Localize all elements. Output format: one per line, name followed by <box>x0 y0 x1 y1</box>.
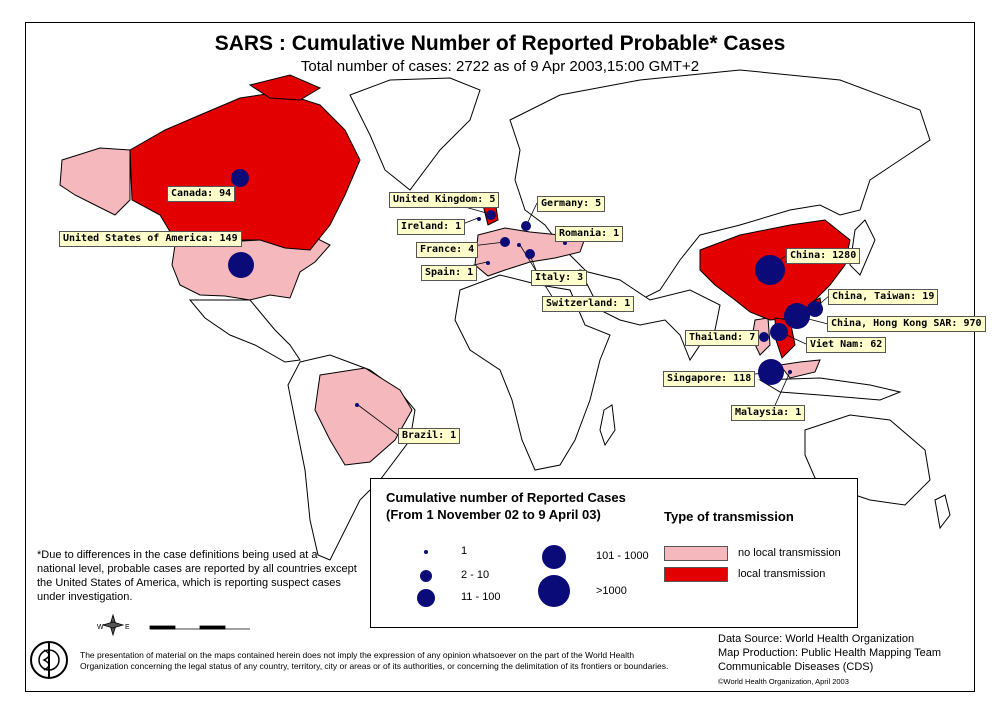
svg-text:W: W <box>97 624 104 631</box>
bubble-malaysia <box>788 370 792 374</box>
label-switzerland: Switzerland: 1 <box>542 296 635 312</box>
source-line-3: Communicable Diseases (CDS) <box>718 661 874 673</box>
source-line-1: Data Source: World Health Organization <box>718 633 915 645</box>
bubble-taiwan <box>807 301 823 317</box>
bubble-switzerland <box>517 243 521 247</box>
svg-text:E: E <box>125 624 130 631</box>
label-hongkong: China, Hong Kong SAR: 970 <box>827 316 986 332</box>
madagascar-land <box>599 404 616 447</box>
local-label: local transmission <box>738 568 826 580</box>
label-china: China: 1280 <box>786 248 861 264</box>
bubble-romania <box>563 241 567 245</box>
bubble-china <box>755 255 785 285</box>
case-definition-footnote: *Due to differences in the case definiti… <box>37 549 357 603</box>
case-bubbles <box>228 169 823 407</box>
bubble-france <box>500 237 510 247</box>
brazil-area <box>314 367 413 466</box>
label-taiwan: China, Taiwan: 19 <box>828 289 939 305</box>
size-label-3: 11 - 100 <box>461 591 501 603</box>
legend-box: Cumulative number of Reported Cases (Fro… <box>370 478 858 628</box>
label-germany: Germany: 5 <box>537 196 606 212</box>
compass-icon: W E <box>97 613 130 637</box>
alaska-area <box>59 147 131 216</box>
eurasia-land <box>509 69 931 301</box>
map-subtitle: Total number of cases: 2722 as of 9 Apr … <box>300 58 700 75</box>
bubble-thailand <box>759 332 769 342</box>
label-italy: Italy: 3 <box>531 270 588 286</box>
size-label-1: 1 <box>461 545 468 557</box>
size-label-5: >1000 <box>596 585 627 597</box>
local-swatch <box>664 567 728 582</box>
bubble-brazil <box>355 403 359 407</box>
legend-symbols <box>417 545 570 607</box>
greenland-land <box>349 77 481 191</box>
disclaimer-text: The presentation of material on the maps… <box>80 650 669 671</box>
label-brazil: Brazil: 1 <box>398 428 461 444</box>
map-title: SARS : Cumulative Number of Reported Pro… <box>214 32 786 55</box>
bubble-singapore <box>758 359 784 385</box>
who-emblem-icon <box>30 641 68 679</box>
transmission-title: Type of transmission <box>664 509 794 524</box>
label-uk: United Kingdom: 5 <box>389 192 500 208</box>
scale-bar <box>149 625 250 630</box>
canada-arctic-islands <box>248 74 322 101</box>
source-line-2: Map Production: Public Health Mapping Te… <box>718 647 941 659</box>
legend-title: Cumulative number of Reported Cases <box>386 490 626 505</box>
no-local-label: no local transmission <box>738 547 841 559</box>
bubble-germany <box>521 221 531 231</box>
africa-land <box>454 274 611 471</box>
label-france: France: 4 <box>416 242 479 258</box>
new-zealand-land <box>934 494 951 530</box>
label-canada: Canada: 94 <box>167 186 236 202</box>
label-romania: Romania: 1 <box>555 226 624 242</box>
bubble-uk <box>486 210 496 220</box>
label-spain: Spain: 1 <box>421 265 478 281</box>
size-label-4: 101 - 1000 <box>596 550 649 562</box>
bubble-ireland <box>477 217 481 221</box>
malaysia-area <box>779 359 821 379</box>
size-label-2: 2 - 10 <box>461 569 490 581</box>
copyright-text: ©World Health Organization, April 2003 <box>718 677 849 686</box>
bubble-hongkong <box>784 303 810 329</box>
data-source-block: Data Source: World Health Organization M… <box>718 632 968 674</box>
bubble-canada <box>231 169 249 187</box>
map-frame <box>25 22 975 692</box>
bubble-italy <box>525 249 535 259</box>
bubble-usa <box>228 252 254 278</box>
bubble-spain <box>486 261 490 265</box>
label-vietnam: Viet Nam: 62 <box>806 337 887 353</box>
label-thailand: Thailand: 7 <box>685 330 760 346</box>
mexico-central-america-land <box>188 299 301 363</box>
label-usa: United States of America: 149 <box>59 231 242 247</box>
label-malaysia: Malaysia: 1 <box>731 405 806 421</box>
label-ireland: Ireland: 1 <box>397 219 466 235</box>
indonesia-land <box>758 377 902 401</box>
legend-subtitle: (From 1 November 02 to 9 April 03) <box>386 507 601 522</box>
no-local-swatch <box>664 546 728 561</box>
bubble-vietnam <box>770 323 788 341</box>
label-singapore: Singapore: 118 <box>663 371 756 387</box>
